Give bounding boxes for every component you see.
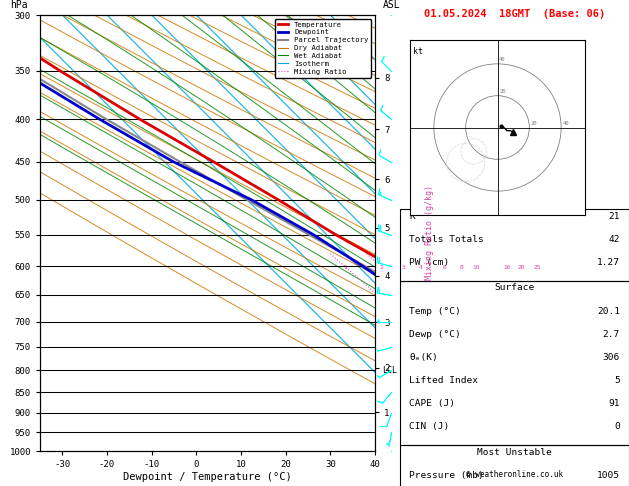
Text: 1005: 1005 xyxy=(597,471,620,480)
Text: θₑ(K): θₑ(K) xyxy=(409,353,438,362)
Text: 40: 40 xyxy=(563,121,569,126)
Bar xyxy=(400,446,629,486)
Text: hPa: hPa xyxy=(10,0,28,10)
Text: km
ASL: km ASL xyxy=(383,0,401,10)
Text: 21: 21 xyxy=(608,212,620,221)
Text: 25: 25 xyxy=(533,265,541,270)
Text: 37°25'N  354°54'W  73m  ASL: 37°25'N 354°54'W 73m ASL xyxy=(111,0,304,3)
Text: 306: 306 xyxy=(603,353,620,362)
Bar xyxy=(400,209,629,281)
Text: Mixing Ratio (g/kg): Mixing Ratio (g/kg) xyxy=(425,186,435,280)
Text: 10: 10 xyxy=(472,265,480,270)
Text: 8: 8 xyxy=(460,265,464,270)
Text: CAPE (J): CAPE (J) xyxy=(409,399,455,408)
Text: kt: kt xyxy=(413,47,423,56)
Text: 91: 91 xyxy=(608,399,620,408)
Text: 6: 6 xyxy=(442,265,446,270)
Text: Most Unstable: Most Unstable xyxy=(477,448,552,457)
Bar xyxy=(400,281,629,446)
Text: Dewp (°C): Dewp (°C) xyxy=(409,330,461,339)
Text: 16: 16 xyxy=(503,265,510,270)
Text: 1.27: 1.27 xyxy=(597,258,620,267)
Text: 2.7: 2.7 xyxy=(603,330,620,339)
Text: Temp (°C): Temp (°C) xyxy=(409,307,461,315)
Text: LCL: LCL xyxy=(382,365,397,375)
Text: Lifted Index: Lifted Index xyxy=(409,376,478,385)
Text: 0: 0 xyxy=(614,422,620,431)
Text: 3: 3 xyxy=(402,265,406,270)
Text: 1: 1 xyxy=(343,265,347,270)
X-axis label: Dewpoint / Temperature (°C): Dewpoint / Temperature (°C) xyxy=(123,472,292,482)
Text: Surface: Surface xyxy=(494,283,535,293)
Text: Pressure (mb): Pressure (mb) xyxy=(409,471,484,480)
Text: PW (cm): PW (cm) xyxy=(409,258,449,267)
Text: 20: 20 xyxy=(518,265,525,270)
Text: 5: 5 xyxy=(614,376,620,385)
Text: 20: 20 xyxy=(531,121,537,126)
Text: 20: 20 xyxy=(499,89,506,94)
Legend: Temperature, Dewpoint, Parcel Trajectory, Dry Adiabat, Wet Adiabat, Isotherm, Mi: Temperature, Dewpoint, Parcel Trajectory… xyxy=(275,18,371,78)
Text: 42: 42 xyxy=(608,235,620,244)
Text: 40: 40 xyxy=(499,57,506,62)
Text: CIN (J): CIN (J) xyxy=(409,422,449,431)
Text: 01.05.2024  18GMT  (Base: 06): 01.05.2024 18GMT (Base: 06) xyxy=(424,9,605,19)
Text: 2: 2 xyxy=(379,265,383,270)
Text: 20.1: 20.1 xyxy=(597,307,620,315)
Text: K: K xyxy=(409,212,415,221)
Text: Totals Totals: Totals Totals xyxy=(409,235,484,244)
Text: 4: 4 xyxy=(418,265,422,270)
Text: © weatheronline.co.uk: © weatheronline.co.uk xyxy=(466,470,563,479)
